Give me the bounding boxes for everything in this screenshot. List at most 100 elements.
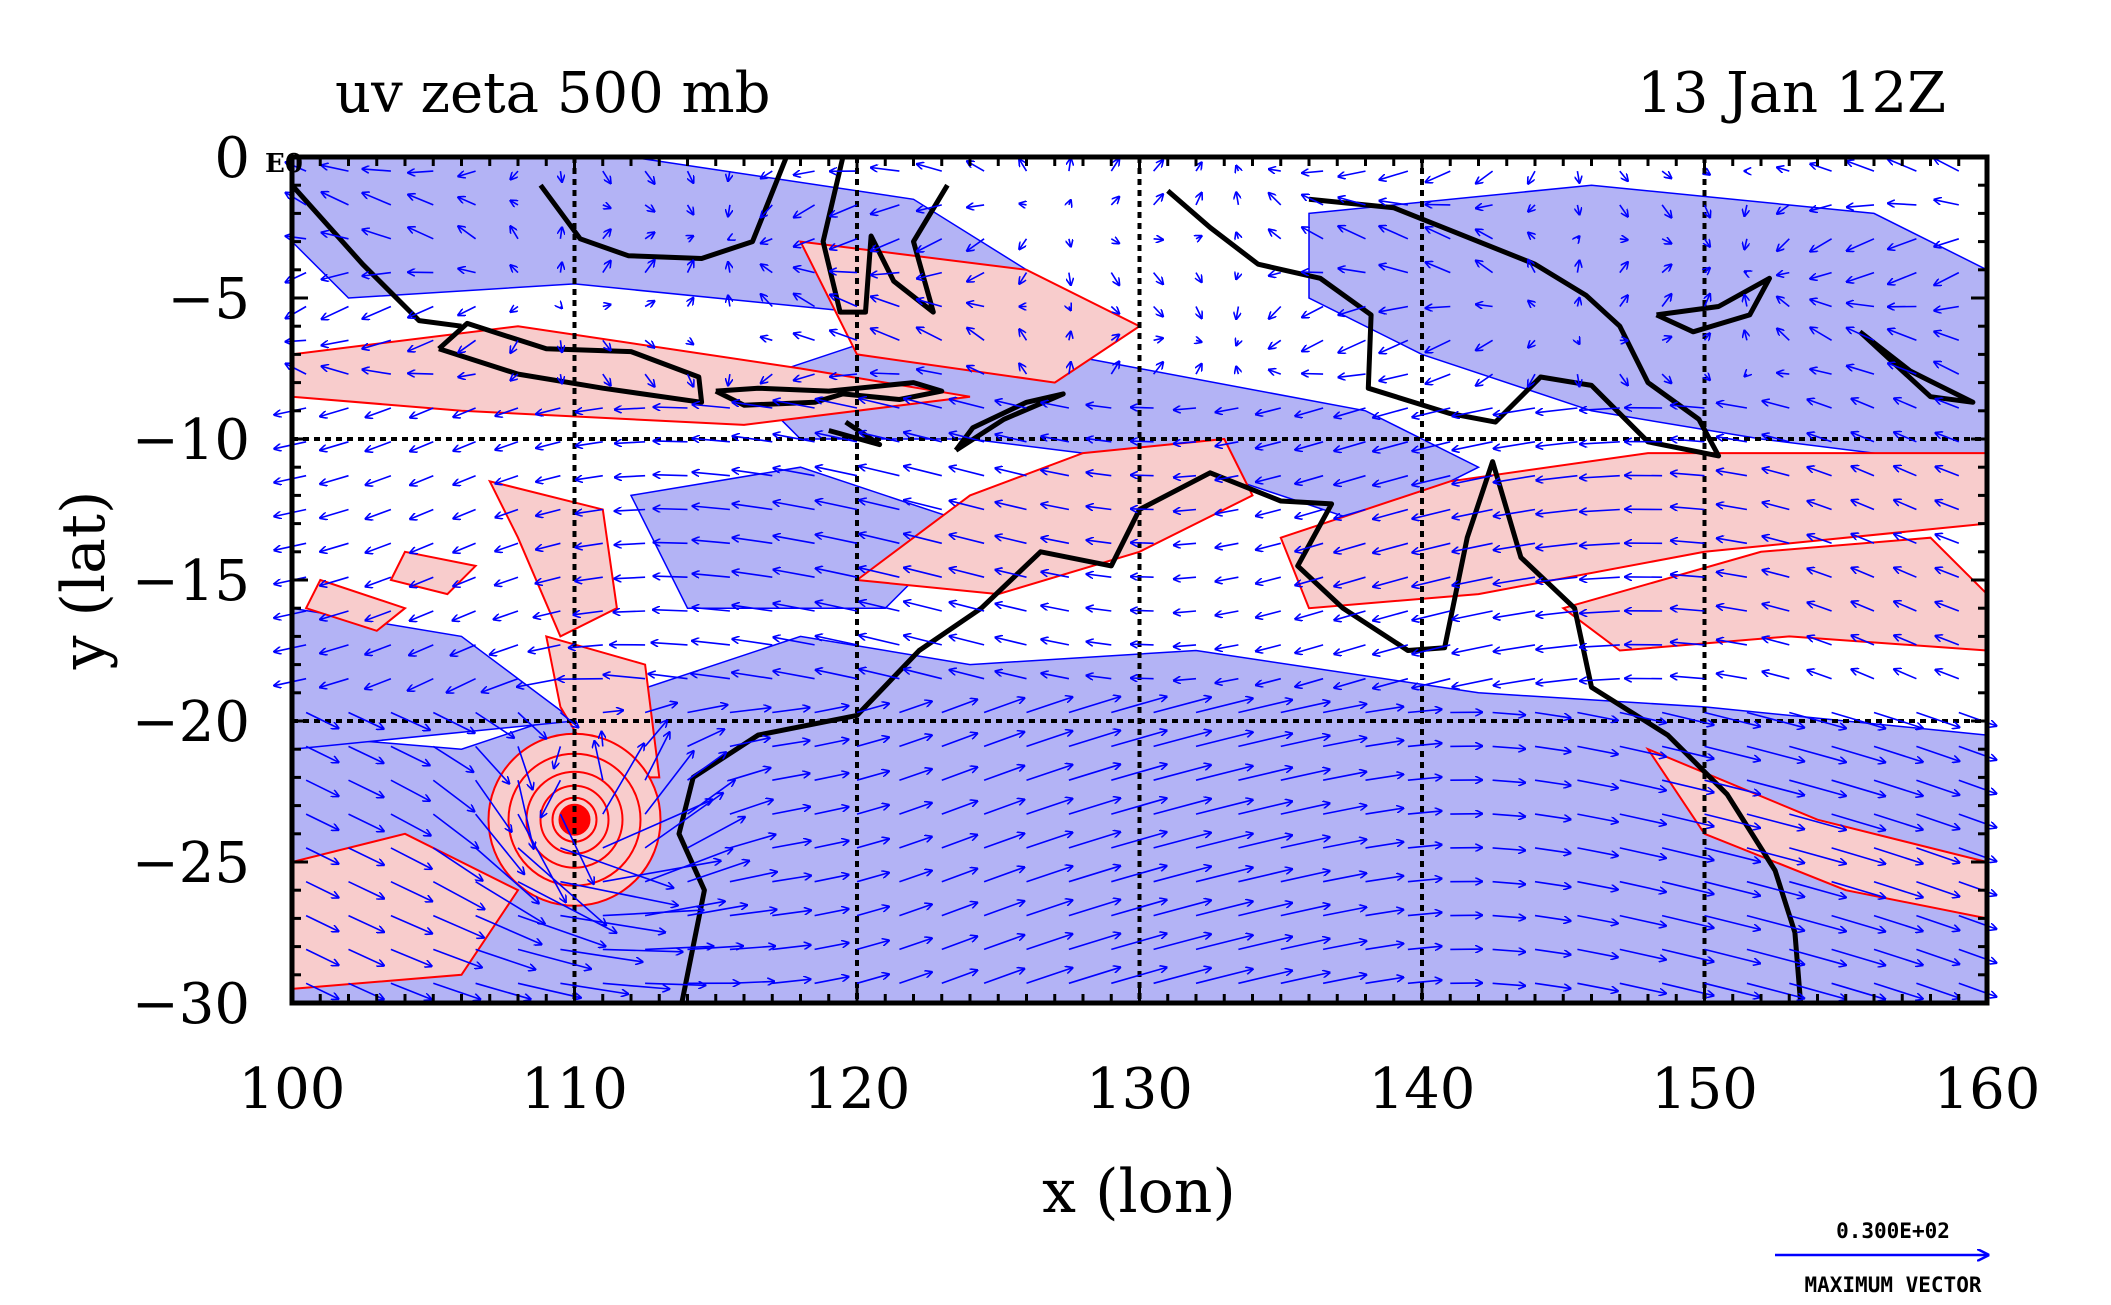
wind-vector [983, 766, 1024, 781]
wind-vector [446, 677, 476, 693]
wind-vector [1026, 866, 1073, 883]
wind-vector [517, 677, 561, 687]
wind-vector [285, 305, 307, 319]
wind-vector [1577, 711, 1618, 721]
wind-vector [1831, 948, 1886, 965]
wind-vector [859, 466, 900, 477]
wind-vector [1026, 832, 1073, 849]
wind-vector [1338, 197, 1366, 206]
wind-vector [1334, 474, 1366, 485]
wind-vector [1412, 542, 1451, 552]
wind-vector [1762, 502, 1790, 511]
wind-vector [1934, 332, 1960, 342]
wind-vector [729, 981, 775, 983]
wind-vector [1534, 948, 1571, 954]
wind-vector [1888, 363, 1917, 375]
wind-vector [1492, 713, 1526, 716]
wind-vector [1452, 508, 1493, 518]
wind-vector [510, 226, 519, 240]
wind-vector [814, 706, 849, 714]
wind-vector [687, 780, 736, 815]
wind-vector [321, 233, 349, 240]
wind-vector [1577, 779, 1618, 788]
wind-vector [1934, 158, 1960, 172]
wind-vector [949, 636, 985, 646]
wind-vector [1705, 294, 1711, 307]
wind-vector [1580, 645, 1620, 647]
wind-vector [1762, 570, 1790, 578]
wind-vector [729, 708, 771, 714]
wind-vector [773, 468, 815, 477]
wind-vector [1026, 765, 1073, 781]
wind-vector [1744, 295, 1747, 307]
wind-vector [1671, 507, 1705, 510]
wind-vector [1536, 474, 1578, 481]
wind-vector [390, 711, 430, 731]
wind-vector [967, 366, 985, 375]
corner-tag: E0 [265, 149, 303, 179]
wind-vector [1153, 833, 1212, 849]
wind-vector [1302, 195, 1324, 206]
wind-vector [1619, 373, 1628, 385]
wind-vector [1810, 164, 1832, 172]
wind-vector [1492, 848, 1526, 851]
wind-vector [510, 307, 518, 313]
wind-vector [602, 949, 683, 951]
wind-vector [1534, 914, 1571, 921]
wind-vector [1365, 876, 1404, 883]
wind-vector [653, 407, 688, 408]
wind-vector [475, 881, 545, 924]
wind-vector [1110, 361, 1119, 375]
wind-vector [1661, 779, 1714, 792]
wind-vector [1452, 644, 1493, 653]
wind-vector [410, 576, 434, 587]
wind-vector [1269, 229, 1282, 240]
wind-vector [410, 407, 434, 418]
wind-vector [321, 165, 349, 172]
wind-vector [1131, 475, 1154, 476]
wind-vector [320, 407, 349, 417]
wind-vector [871, 373, 900, 374]
wind-vector [1334, 576, 1366, 586]
wind-vector [1269, 273, 1282, 276]
wind-vector [433, 982, 480, 999]
wind-vector [1492, 780, 1526, 783]
wind-vector [644, 849, 732, 883]
wind-vector [560, 880, 678, 906]
wind-vector [1280, 973, 1330, 985]
wind-vector [390, 847, 432, 869]
wind-vector [1671, 676, 1705, 679]
wind-vector [773, 502, 815, 511]
wind-vector [1671, 642, 1705, 645]
wind-vector [1762, 401, 1790, 409]
wind-vector [569, 645, 603, 648]
wind-vector [688, 236, 694, 239]
wind-vector [983, 698, 1024, 714]
wind-vector [1580, 408, 1620, 410]
wind-vector [1295, 508, 1324, 518]
wind-vector [1110, 305, 1119, 314]
wind-vector [794, 294, 816, 308]
wind-vector [1894, 601, 1917, 612]
wind-vector [644, 205, 655, 212]
wind-vector [1373, 508, 1409, 520]
wind-vector [1577, 236, 1579, 239]
wind-vector [1492, 814, 1526, 817]
wind-vector [1789, 948, 1846, 965]
wind-vector [1019, 272, 1028, 284]
wind-vector [859, 568, 900, 578]
x-tick-label: 140 [1369, 1057, 1476, 1122]
wind-vector [1894, 534, 1917, 545]
wind-vector [1916, 711, 1959, 728]
wind-vector [1671, 574, 1705, 577]
wind-vector [949, 602, 985, 612]
wind-vector [761, 373, 773, 383]
wind-vector [899, 904, 932, 917]
wind-vector [1322, 772, 1366, 781]
wind-vector [856, 737, 889, 748]
wind-vector [390, 779, 430, 801]
wind-vector [1068, 967, 1121, 985]
wind-vector [688, 340, 694, 344]
wind-vector [1916, 847, 1959, 863]
wind-vector [390, 745, 430, 765]
